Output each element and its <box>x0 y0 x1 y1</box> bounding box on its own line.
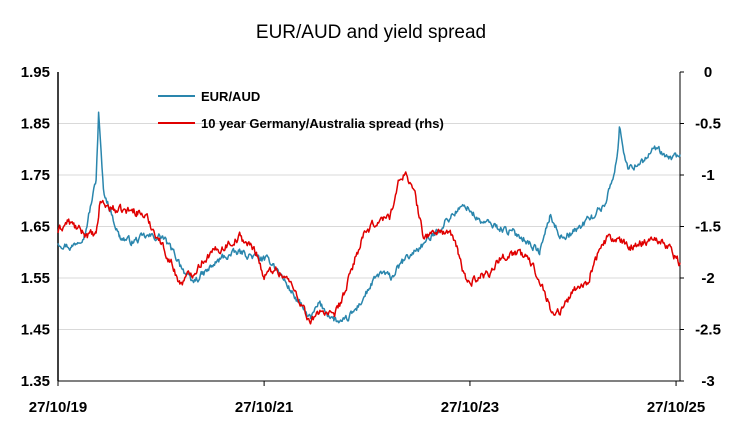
y-right-tick-label: -2 <box>701 270 714 287</box>
legend: EUR/AUD 10 year Germany/Australia spread… <box>158 89 444 131</box>
x-tick-label: 27/10/25 <box>647 399 705 416</box>
legend-label-spread: 10 year Germany/Australia spread (rhs) <box>201 116 444 131</box>
y-right-tick-label: -2.5 <box>695 322 721 339</box>
series-line-spread <box>57 171 681 325</box>
y-left-tick-label: 1.55 <box>21 270 50 287</box>
x-tick-label: 27/10/19 <box>29 399 87 416</box>
y-right-tick-label: -3 <box>701 373 714 390</box>
y-right-tick-label: -1.5 <box>695 219 721 236</box>
series-layer <box>57 111 681 325</box>
y-left-tick-label: 1.65 <box>21 219 50 236</box>
grid-layer <box>58 123 680 330</box>
y-left-tick-label: 1.45 <box>21 322 50 339</box>
y-left-tick-label: 1.95 <box>21 64 50 81</box>
y-left-tick-label: 1.35 <box>21 373 50 390</box>
chart-title: EUR/AUD and yield spread <box>256 22 486 43</box>
y-left-tick-label: 1.75 <box>21 167 50 184</box>
y-right-tick-label: -0.5 <box>695 116 721 133</box>
x-tick-label: 27/10/23 <box>441 399 499 416</box>
legend-label-eur-aud: EUR/AUD <box>201 89 260 104</box>
y-left-tick-label: 1.85 <box>21 116 50 133</box>
y-right-tick-label: 0 <box>704 64 712 81</box>
x-tick-label: 27/10/21 <box>235 399 293 416</box>
series-line-eur-aud <box>57 111 681 324</box>
y-right-tick-label: -1 <box>701 167 714 184</box>
axis-layer: 1.95 1.85 1.75 1.65 1.55 1.45 1.35 0 -0.5 -1 -1.5 -… <box>21 64 721 416</box>
